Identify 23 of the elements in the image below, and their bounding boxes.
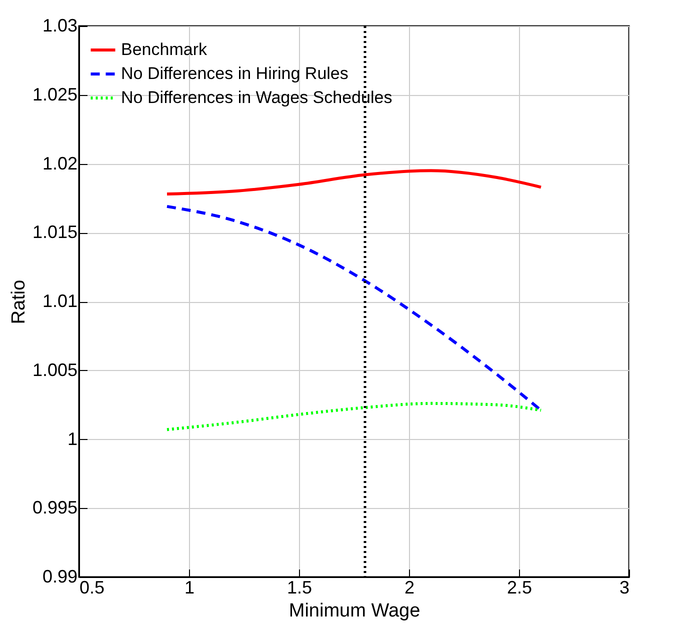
- x-axis-title: Minimum Wage: [288, 600, 420, 622]
- legend-label: No Differences in Wages Schedules: [121, 88, 392, 107]
- x-tick-label: 0.5: [80, 578, 105, 598]
- x-tick-label: 1.5: [286, 578, 312, 598]
- y-tick-label: 1.015: [32, 222, 78, 242]
- x-tick-label: 2.5: [506, 578, 532, 598]
- y-tick-label: 1.005: [32, 360, 78, 380]
- x-tick-label: 2: [404, 578, 415, 598]
- y-tick-label: 1.03: [42, 16, 78, 36]
- y-tick-label: 1.025: [32, 84, 78, 104]
- y-tick-label: 0.995: [32, 498, 78, 518]
- y-axis-title: Ratio: [8, 280, 30, 324]
- y-tick-label: 0.99: [42, 566, 78, 586]
- y-tick-label: 1.02: [42, 153, 78, 174]
- y-tick-label: 1: [67, 428, 78, 449]
- legend-label: No Differences in Hiring Rules: [121, 64, 348, 83]
- line-series: [166, 204, 542, 412]
- y-tick-label: 1.01: [42, 291, 78, 311]
- line-series: [166, 169, 542, 196]
- line-series: [166, 402, 542, 432]
- x-tick-label: 1: [184, 578, 195, 598]
- legend-label: Benchmark: [121, 40, 208, 59]
- x-tick-label: 3: [619, 578, 630, 598]
